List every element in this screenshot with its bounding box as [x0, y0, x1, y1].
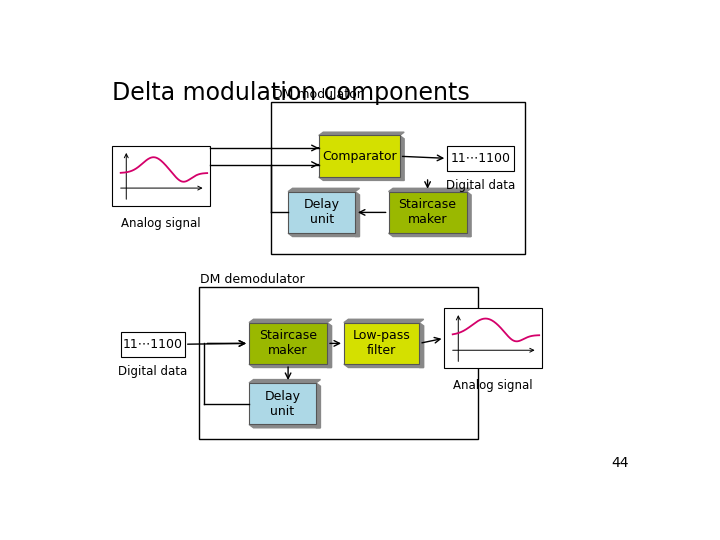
Polygon shape — [400, 136, 404, 180]
Bar — [288, 192, 355, 233]
Bar — [271, 102, 526, 254]
Bar — [444, 308, 542, 368]
Text: DM modulator: DM modulator — [273, 89, 362, 102]
Polygon shape — [316, 383, 320, 428]
Polygon shape — [288, 188, 359, 192]
Polygon shape — [249, 424, 320, 428]
Text: Delay
unit: Delay unit — [264, 390, 300, 417]
Polygon shape — [319, 132, 404, 136]
Bar — [319, 136, 400, 177]
Polygon shape — [327, 322, 332, 368]
Text: Delta modulation components: Delta modulation components — [112, 82, 470, 105]
Bar — [249, 383, 316, 424]
Bar — [199, 287, 478, 439]
Polygon shape — [344, 364, 423, 368]
Polygon shape — [288, 233, 359, 237]
Bar — [249, 322, 327, 364]
Text: Low-pass
filter: Low-pass filter — [353, 329, 410, 357]
Polygon shape — [389, 188, 471, 192]
Polygon shape — [249, 364, 332, 368]
Text: Delay
unit: Delay unit — [304, 198, 340, 226]
Text: 11⋯1100: 11⋯1100 — [123, 338, 183, 350]
Polygon shape — [249, 319, 332, 322]
Bar — [344, 322, 419, 364]
Polygon shape — [389, 233, 471, 237]
Polygon shape — [419, 322, 423, 368]
Text: Analog signal: Analog signal — [454, 379, 533, 392]
Text: 44: 44 — [611, 456, 629, 470]
Text: Staircase
maker: Staircase maker — [259, 329, 317, 357]
Polygon shape — [319, 177, 404, 180]
Text: DM demodulator: DM demodulator — [200, 273, 305, 286]
Polygon shape — [467, 192, 471, 237]
Polygon shape — [355, 192, 359, 237]
Text: Digital data: Digital data — [446, 179, 516, 192]
Text: Comparator: Comparator — [322, 150, 397, 163]
Bar — [121, 332, 185, 357]
Text: 11⋯1100: 11⋯1100 — [451, 152, 510, 165]
Bar — [389, 192, 467, 233]
Bar — [447, 146, 514, 171]
Polygon shape — [249, 380, 320, 383]
Text: Digital data: Digital data — [118, 365, 187, 378]
Polygon shape — [344, 319, 423, 322]
Bar — [112, 146, 210, 206]
Text: Analog signal: Analog signal — [122, 217, 201, 230]
Text: Staircase
maker: Staircase maker — [399, 198, 456, 226]
